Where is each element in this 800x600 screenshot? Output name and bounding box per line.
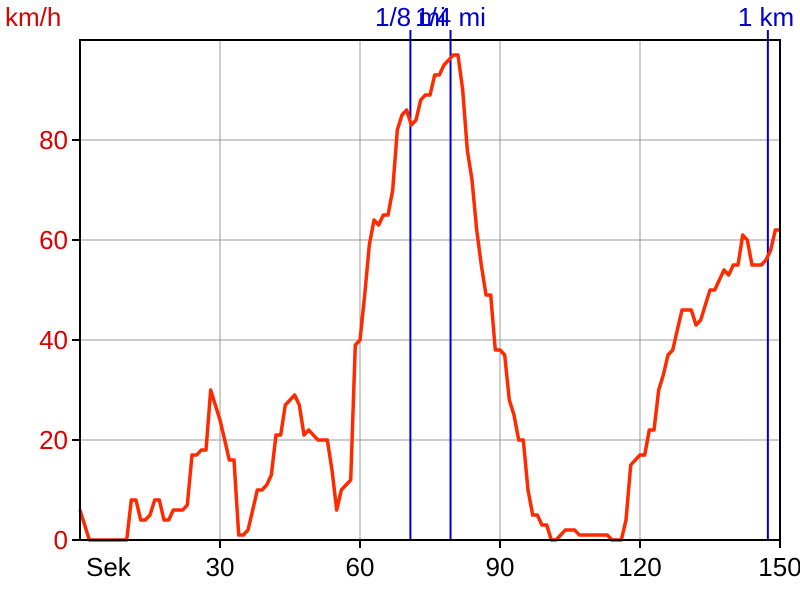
ticks: 0 20 40 60 80 30 60 90 120 150 (39, 125, 800, 582)
marker-label: 1/4 mi (415, 2, 486, 32)
x-tick-label: 90 (486, 552, 515, 582)
y-axis-label: km/h (5, 2, 61, 32)
grid (80, 40, 780, 540)
x-tick-label: 30 (206, 552, 235, 582)
speed-series-line (78, 53, 780, 542)
marker-label: 1 km (738, 2, 794, 32)
plot-frame (79, 39, 781, 541)
x-tick-label: 150 (758, 552, 800, 582)
y-tick-label: 80 (39, 125, 68, 155)
marker-label: 1/8 mi (375, 2, 446, 32)
y-tick-label: 60 (39, 225, 68, 255)
y-tick-label: 20 (39, 425, 68, 455)
x-tick-label: 60 (346, 552, 375, 582)
x-axis-label: Sek (86, 552, 132, 582)
y-tick-label: 40 (39, 325, 68, 355)
distance-markers: 1/8 mi1/4 mi 1 km (375, 2, 794, 540)
y-tick-label: 0 (54, 525, 68, 555)
x-tick-label: 120 (618, 552, 661, 582)
